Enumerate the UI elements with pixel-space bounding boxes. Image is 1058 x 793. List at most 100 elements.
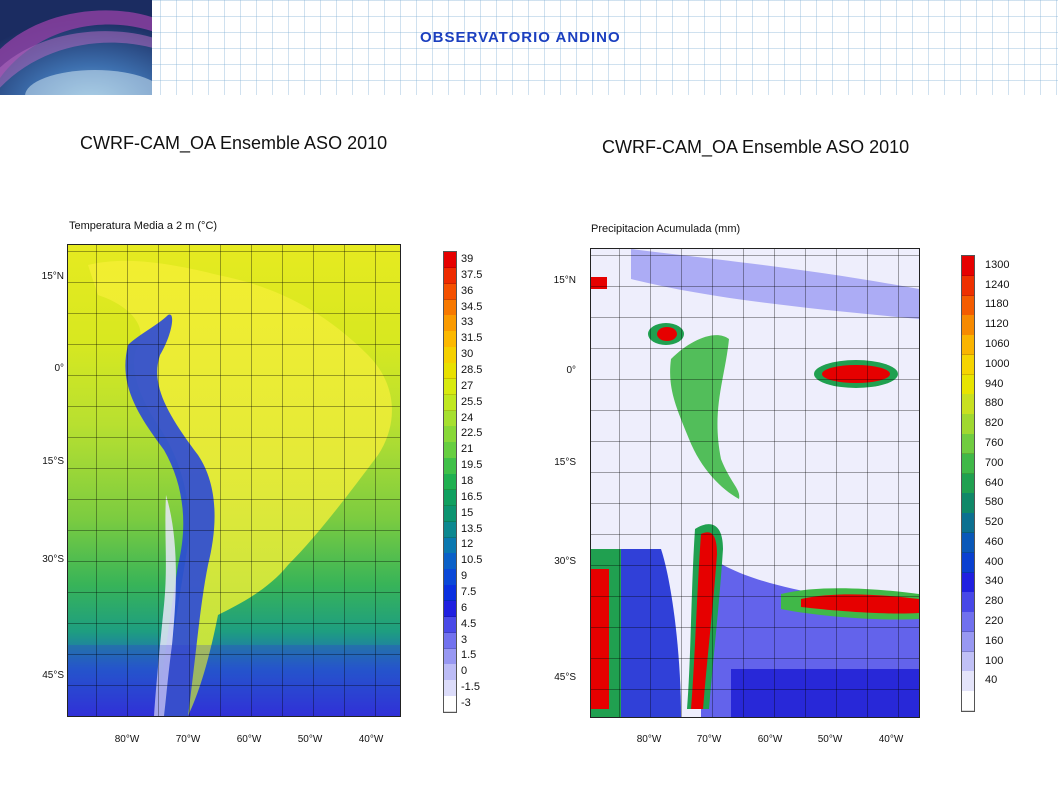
colorbar-segment [444,585,456,602]
lon-label: 40°W [878,734,904,745]
lat-label: 30°S [554,556,576,567]
colorbar-segment [962,414,974,435]
colorbar-label: 7.5 [461,586,477,599]
lat-label: 15°S [42,456,64,467]
colorbar-label: 400 [985,555,1004,568]
colorbar-label: 24 [461,411,474,424]
temperature-map-grid [68,245,400,716]
colorbar-label: 820 [985,417,1004,430]
lon-label: 40°W [358,734,384,745]
colorbar-segment [444,505,456,523]
colorbar-segment [962,612,974,633]
colorbar-label: 880 [985,397,1004,410]
colorbar-segment [962,671,974,692]
colorbar-segment [962,394,974,415]
colorbar-label: 4.5 [461,617,477,630]
colorbar-label: 280 [985,595,1004,608]
temperature-field [68,260,400,716]
colorbar-segment [444,458,456,475]
colorbar-segment [444,378,456,396]
colorbar-segment [962,335,974,356]
colorbar-segment [444,394,456,412]
colorbar-segment [962,651,974,672]
colorbar-label: 9 [461,570,468,583]
colorbar-label: 460 [985,535,1004,548]
colorbar-segment [962,434,974,455]
colorbar-label: 37.5 [461,268,483,281]
lat-label: 15°N [553,275,576,286]
colorbar-label: 580 [985,496,1004,509]
colorbar-segment [962,592,974,613]
lat-label: 30°S [42,554,64,565]
colorbar-segment [444,299,456,316]
colorbar-label: 1180 [985,298,1009,311]
lat-label: 45°S [554,672,576,683]
precipitation-map [590,248,920,718]
colorbar-label: -1.5 [461,681,480,694]
colorbar-label: 13.5 [461,522,483,535]
colorbar-segment [444,442,456,459]
colorbar-segment [444,600,456,618]
colorbar-segment [962,631,974,653]
colorbar-segment [444,283,456,301]
colorbar-segment [962,315,974,336]
map-title-temperature: CWRF-CAM_OA Ensemble ASO 2010 [80,133,388,153]
colorbar-label: 28.5 [461,363,483,376]
lat-label: 15°N [41,271,64,282]
colorbar-label: 36 [461,284,474,297]
colorbar-label: 27 [461,379,474,392]
colorbar-segment [962,374,974,395]
colorbar-segment [444,474,456,491]
colorbar-label: 940 [985,377,1004,390]
colorbar-segment [444,521,456,538]
colorbar-segment [444,315,456,332]
colorbar-label: 1300 [985,258,1010,271]
colorbar-label: -3 [461,697,471,710]
colorbar-label: 520 [985,516,1004,529]
colorbar-segment [962,532,974,554]
colorbar-segment [962,354,974,376]
colorbar-segment [962,453,974,475]
colorbar-segment [444,696,456,713]
colorbar-segment [962,295,974,316]
colorbar-segment [962,256,974,277]
colorbar-label: 640 [985,476,1004,489]
colorbar-segment [962,513,974,534]
colorbar-segment [962,552,974,574]
colorbar-label: 21 [461,443,474,456]
colorbar-label: 1240 [985,278,1010,291]
header-banner: OBSERVATORIO ANDINO [0,0,1058,95]
colorbar-segment [962,473,974,494]
colorbar-label: 160 [985,634,1004,647]
colorbar-label: 760 [985,436,1004,449]
colorbar-label: 31.5 [461,332,483,345]
colorbar-label: 19.5 [461,459,483,472]
site-title: OBSERVATORIO ANDINO [420,29,621,46]
colorbar-segment [444,632,456,650]
colorbar-label: 0 [461,665,468,678]
colorbar-label: 6 [461,601,468,614]
colorbar-segment [444,267,456,285]
colorbar-label: 25.5 [461,395,483,408]
colorbar-label: 33 [461,316,474,329]
colorbar-segment [444,252,456,269]
colorbar-label: 39 [461,252,474,265]
colorbar-segment [962,493,974,514]
colorbar-label: 40 [985,674,998,687]
colorbar-label: 340 [985,575,1004,588]
precipitation-field [591,249,919,717]
colorbar-segment [444,569,456,586]
colorbar-segment [962,275,974,297]
lon-label: 80°W [636,734,662,745]
logo [0,0,152,95]
lon-label: 50°W [297,734,323,745]
precipitation-map-grid [591,249,919,717]
colorbar-segment [962,691,974,712]
colorbar-label: 1060 [985,338,1010,351]
colorbar-label: 1.5 [461,649,477,662]
colorbar-segment [444,680,456,697]
colorbar-label: 16.5 [461,490,483,503]
colorbar-segment [444,347,456,364]
temperature-map [67,244,401,717]
colorbar-label: 700 [985,456,1004,469]
